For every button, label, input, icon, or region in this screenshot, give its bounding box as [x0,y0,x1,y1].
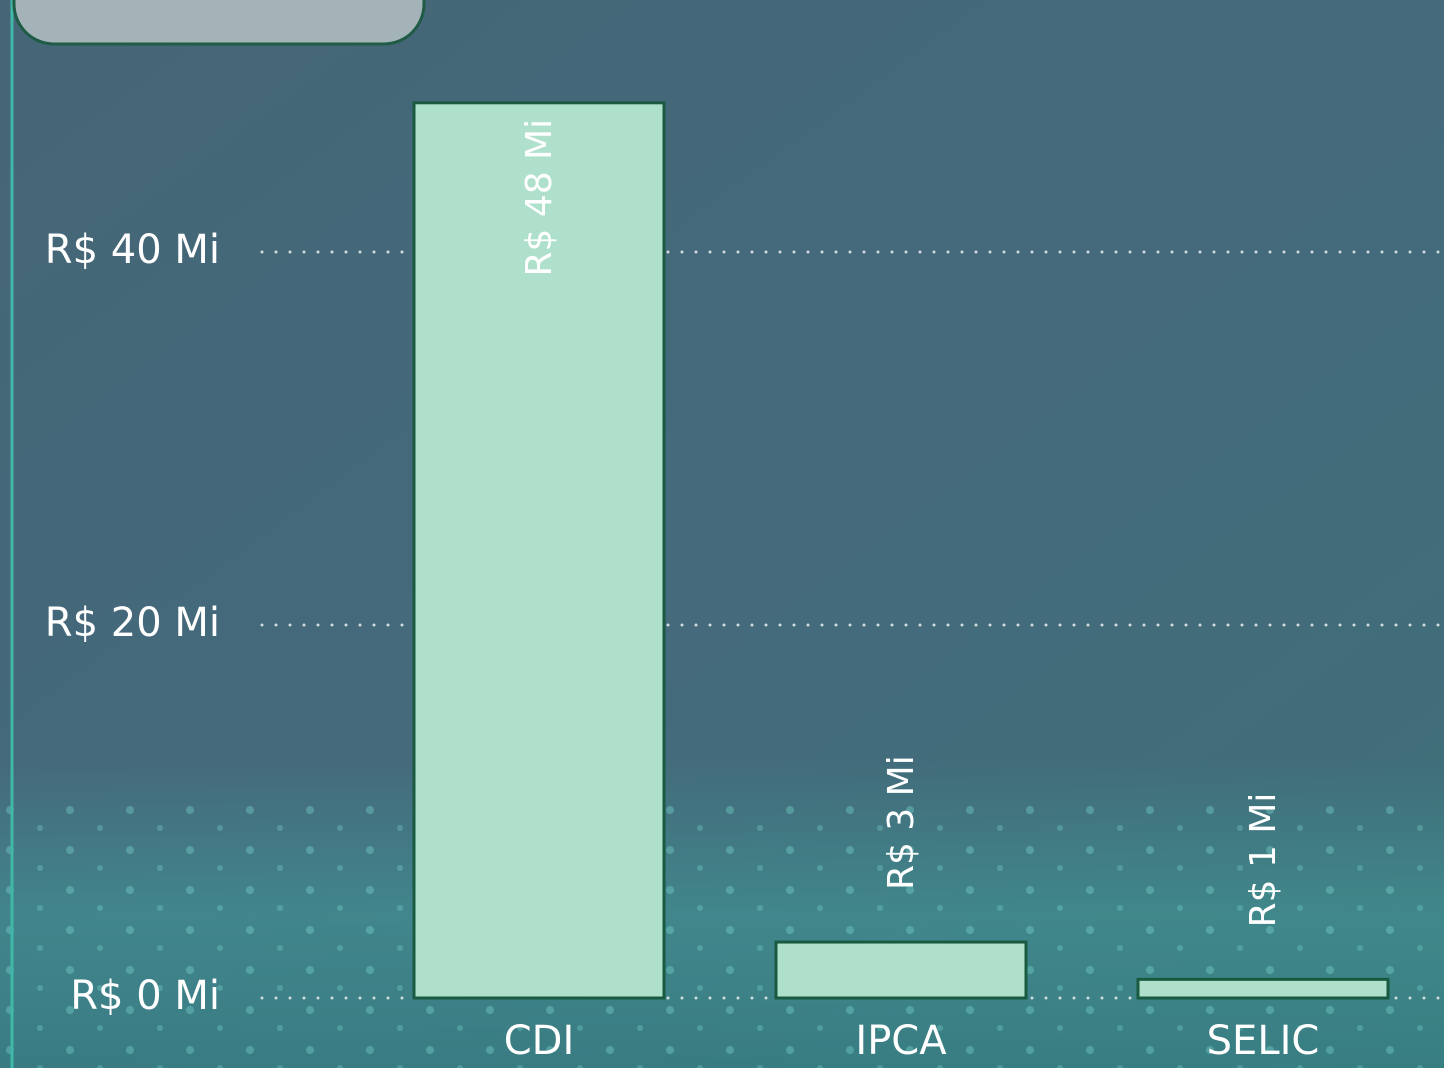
y-tick-label: R$ 20 Mi [45,600,220,646]
x-tick-label: CDI [504,1018,575,1064]
header-tab [12,0,426,46]
value-label: R$ 48 Mi [519,119,560,277]
value-label: R$ 1 Mi [1243,793,1284,928]
y-tick-label: R$ 40 Mi [45,227,220,273]
bar [774,940,1028,1000]
bar [1136,977,1390,1000]
x-tick-label: SELIC [1207,1018,1320,1064]
x-tick-label: IPCA [855,1018,947,1064]
y-tick-label: R$ 0 Mi [70,973,220,1019]
background-dots [0,800,1444,1068]
value-label: R$ 3 Mi [881,755,922,890]
bar [412,101,666,1000]
